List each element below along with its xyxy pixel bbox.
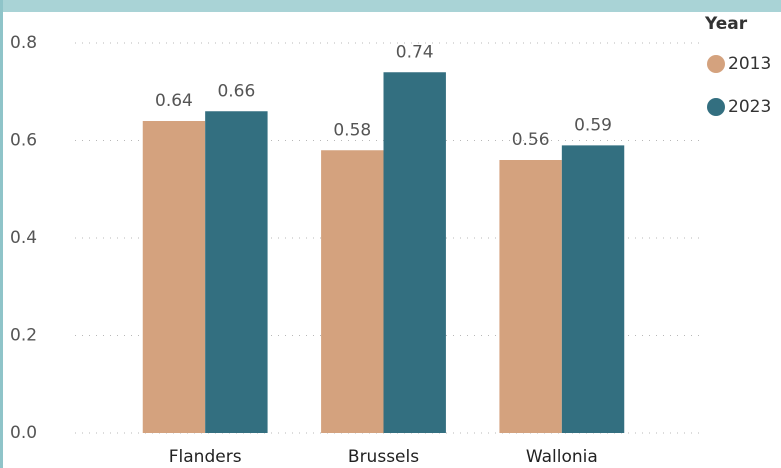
legend-marker [707,55,725,73]
bar [142,121,206,433]
data-label: 0.66 [217,81,255,101]
legend-label: 2023 [728,97,771,117]
data-label: 0.64 [155,91,193,111]
y-tick-label: 0.0 [10,423,37,443]
y-tick-label: 0.6 [10,131,37,151]
y-tick-label: 0.8 [10,33,37,53]
bar [383,72,446,433]
data-label: 0.59 [574,115,612,135]
legend-title: Year [704,14,748,34]
y-tick-label: 0.2 [10,326,37,346]
bar [321,150,384,433]
bar [561,145,625,433]
x-tick-label: Wallonia [526,447,598,467]
top-border [0,0,781,12]
legend-marker [707,98,725,116]
bar [499,160,562,433]
y-tick-label: 0.4 [10,228,37,248]
legend-label: 2013 [728,54,771,74]
data-label: 0.56 [512,130,550,150]
bar [205,111,268,433]
x-tick-label: Flanders [169,447,242,467]
data-label: 0.74 [396,42,434,62]
left-border [0,0,3,468]
data-label: 0.58 [333,120,371,140]
x-tick-label: Brussels [348,447,419,467]
